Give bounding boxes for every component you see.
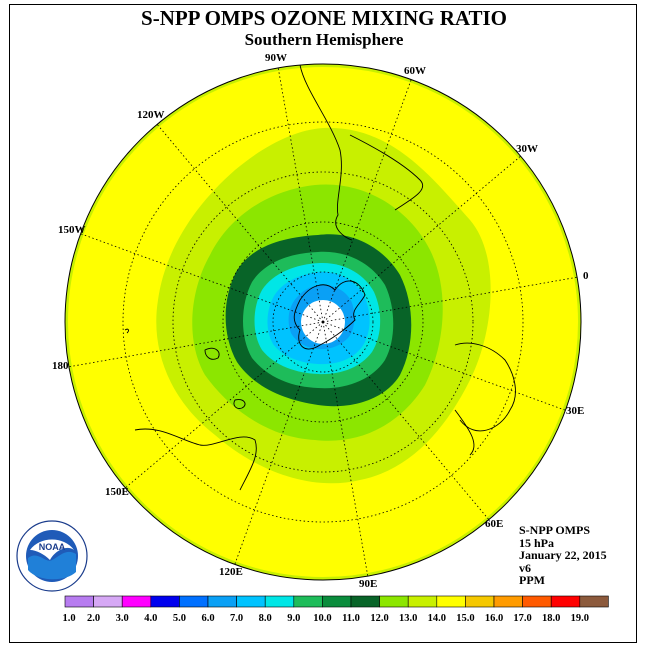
colorbar-swatch [407,595,438,608]
colorbar-tick-label: 10.0 [313,613,331,624]
longitude-labels: 90W 60W 30W 0 30E 60E 90E 120E 150E 180 … [52,52,589,590]
colorbar-tick-label: 15.0 [456,613,474,624]
meridian-line [322,79,412,323]
colorbar-swatch [322,595,352,608]
meridian-line [322,155,521,323]
colorbar-tick-label: 8.0 [259,613,272,624]
colorbar-swatch [293,595,323,608]
colorbar-tick-label: 13.0 [399,613,417,624]
lon-label-150e: 150E [105,486,129,498]
colorbar-tick-label: 4.0 [144,613,157,624]
colorbar-swatch [522,595,552,608]
lon-label-120e: 120E [219,566,243,578]
meridian-line [277,67,324,323]
colorbar-tick-label: 1.0 [62,613,75,624]
meridian-line [68,321,324,368]
colorbar-tick-label: 14.0 [428,613,446,624]
colorbar-tick-label: 3.0 [116,613,129,624]
lon-label-90e: 90E [359,578,377,590]
latitude-circles [122,121,524,523]
lon-label-30e: 30E [566,405,584,417]
colorbar-swatch [436,595,466,608]
lon-label-30w: 30W [516,143,538,155]
colorbar-tick-label: 6.0 [201,613,214,624]
colorbar-tick-label: 11.0 [342,613,360,624]
colorbar-swatch [64,595,94,608]
colorbar-tick-label: 7.0 [230,613,243,624]
lon-label-60e: 60E [485,518,503,530]
meridian-line [156,124,324,323]
info-instrument: S-NPP OMPS [519,523,590,537]
lon-label-120w: 120W [137,109,165,121]
colorbar-tick-label: 19.0 [571,613,589,624]
globe-outline [64,63,582,581]
colorbar-swatch [207,595,237,608]
lon-label-150w: 150W [58,224,86,236]
map-subtitle: Southern Hemisphere [244,30,404,49]
meridian-line [80,233,324,323]
colorbar-tick-label: 16.0 [485,613,503,624]
noaa-logo-text: NOAA [39,542,66,552]
info-block: S-NPP OMPS 15 hPa January 22, 2015 v6 PP… [519,524,607,587]
lon-label-90w: 90W [265,52,287,64]
map-title: S-NPP OMPS OZONE MIXING RATIO [141,6,507,30]
colorbar-tick-label: 9.0 [287,613,300,624]
colorbar-swatch [579,595,609,608]
colorbar-swatch [379,595,409,608]
meridian-line [322,321,369,577]
lon-label-60w: 60W [404,65,426,77]
info-units: PPM [519,573,545,587]
meridian-line [234,321,324,565]
meridian-line [125,321,324,489]
info-date: January 22, 2015 [519,548,607,562]
lon-label-180: 180 [52,360,69,372]
meridians [68,67,578,577]
colorbar-swatch [465,595,495,608]
colorbar-swatch [550,595,581,608]
colorbar-swatch [236,595,266,608]
lon-label-0: 0 [583,270,589,282]
colorbar-swatch [93,595,123,608]
colorbar-tick-label: 2.0 [87,613,100,624]
colorbar-swatch [121,595,152,608]
info-level: 15 hPa [519,535,555,550]
colorbar-tick-label: 12.0 [370,613,388,624]
noaa-logo: NOAA [16,520,88,592]
colorbar-swatch [264,595,295,608]
colorbar-swatch [179,595,209,608]
meridian-line [322,321,490,520]
colorbar-tick-label: 5.0 [173,613,186,624]
colorbar-swatch [350,595,380,608]
coastlines [124,64,516,491]
colorbar-tick-label: 18.0 [542,613,560,624]
colorbar-labels: 1.0 2.0 3.0 4.0 5.0 6.0 7.0 8.0 9.0 10.0 11.0 12.0 1… [62,613,589,624]
meridian-line [322,321,566,411]
colorbar-swatch [150,595,180,608]
colorbar-tick-label: 17.0 [513,613,531,624]
colorbar-boxes [64,595,609,608]
colorbar-swatch [493,595,523,608]
meridian-line [322,276,578,323]
info-version: v6 [519,560,531,575]
